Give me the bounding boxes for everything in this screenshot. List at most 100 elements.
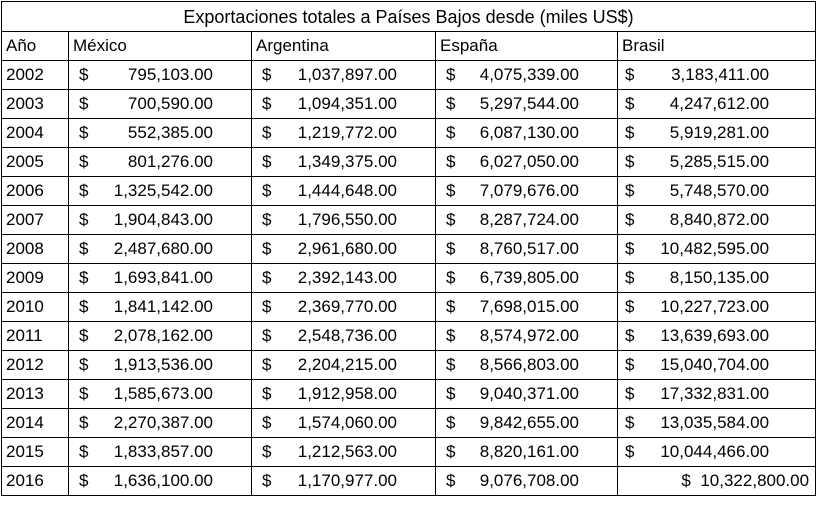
amount: 1,212,563.00 xyxy=(297,442,397,461)
currency-symbol: $ xyxy=(625,152,635,171)
currency-symbol: $ xyxy=(262,65,272,84)
amount: 700,590.00 xyxy=(127,94,213,113)
amount: 2,369,770.00 xyxy=(297,297,397,316)
espana-value-cell: $7,698,015.00 xyxy=(435,292,618,322)
table-row: 2002 $795,103.00 $1,037,897.00 $4,075,339.0… xyxy=(1,60,816,90)
espana-value-cell: $5,297,544.00 xyxy=(435,89,618,119)
currency-symbol: $ xyxy=(446,152,456,171)
espana-value-cell: $9,040,371.00 xyxy=(435,379,618,409)
amount: 1,037,897.00 xyxy=(297,65,397,84)
mexico-value-cell: $1,325,542.00 xyxy=(68,176,252,206)
amount: 6,087,130.00 xyxy=(479,123,579,142)
brasil-value-cell: $17,332,831.00 xyxy=(616,379,816,409)
argentina-value-cell: $2,204,215.00 xyxy=(251,350,436,380)
amount: 8,574,972.00 xyxy=(479,326,579,345)
year-cell: 2003 xyxy=(1,89,69,119)
brasil-value-cell: $10,227,723.00 xyxy=(616,292,816,322)
currency-symbol: $ xyxy=(625,384,635,403)
mexico-value-cell: $1,913,536.00 xyxy=(68,350,252,380)
amount: 5,919,281.00 xyxy=(669,123,770,142)
mexico-value-cell: $1,904,843.00 xyxy=(68,205,252,235)
mexico-value-cell: $801,276.00 xyxy=(68,147,252,177)
mexico-value-cell: $1,693,841.00 xyxy=(68,263,252,293)
amount: 1,574,060.00 xyxy=(297,413,397,432)
year-cell: 2005 xyxy=(1,147,69,177)
amount: 2,548,736.00 xyxy=(297,326,397,345)
year-cell: 2002 xyxy=(1,60,69,90)
currency-symbol: $ xyxy=(625,326,635,345)
table-row: 2006 $1,325,542.00 $1,444,648.00 $7,079,676… xyxy=(1,176,816,206)
amount: 10,044,466.00 xyxy=(660,442,770,461)
title-row: Exportaciones totales a Países Bajos des… xyxy=(0,1,816,32)
currency-symbol: $ xyxy=(446,210,456,229)
currency-symbol: $ xyxy=(262,413,272,432)
header-argentina: Argentina xyxy=(251,31,436,61)
amount: 13,639,693.00 xyxy=(660,326,770,345)
amount: 1,841,142.00 xyxy=(113,297,213,316)
amount: 1,636,100.00 xyxy=(113,471,213,490)
amount: 1,796,550.00 xyxy=(297,210,397,229)
currency-symbol: $ xyxy=(79,152,89,171)
amount: 2,270,387.00 xyxy=(113,413,213,432)
currency-symbol: $ xyxy=(625,65,635,84)
header-espana: España xyxy=(435,31,618,61)
header-mexico: México xyxy=(68,31,252,61)
brasil-value-cell: $5,285,515.00 xyxy=(616,147,816,177)
argentina-value-cell: $2,369,770.00 xyxy=(251,292,436,322)
amount: 1,913,536.00 xyxy=(113,355,213,374)
currency-symbol: $ xyxy=(625,297,635,316)
argentina-value-cell: $1,796,550.00 xyxy=(251,205,436,235)
currency-symbol: $ xyxy=(446,268,456,287)
mexico-value-cell: $795,103.00 xyxy=(68,60,252,90)
year-cell: 2008 xyxy=(1,234,69,264)
currency-symbol: $ xyxy=(79,355,89,374)
amount: 8,840,872.00 xyxy=(669,210,770,229)
espana-value-cell: $9,076,708.00 xyxy=(435,466,618,496)
amount: 1,094,351.00 xyxy=(297,94,397,113)
currency-symbol: $ xyxy=(625,181,635,200)
currency-symbol: $ xyxy=(79,471,89,490)
amount: 15,040,704.00 xyxy=(660,355,770,374)
currency-symbol: $ xyxy=(625,239,635,258)
amount: 6,739,805.00 xyxy=(479,268,579,287)
brasil-value-cell: $13,035,584.00 xyxy=(616,408,816,438)
table-row: 2015 $1,833,857.00 $1,212,563.00 $8,820,161… xyxy=(1,437,816,467)
espana-value-cell: $6,739,805.00 xyxy=(435,263,618,293)
amount: 9,040,371.00 xyxy=(479,384,579,403)
brasil-value-cell: $15,040,704.00 xyxy=(616,350,816,380)
brasil-value-cell: $5,748,570.00 xyxy=(616,176,816,206)
amount: 2,078,162.00 xyxy=(113,326,213,345)
mexico-value-cell: $2,487,680.00 xyxy=(68,234,252,264)
table-row: 2003 $700,590.00 $1,094,351.00 $5,297,544.0… xyxy=(1,89,816,119)
espana-value-cell: $8,760,517.00 xyxy=(435,234,618,264)
argentina-value-cell: $2,548,736.00 xyxy=(251,321,436,351)
brasil-value-cell: $5,919,281.00 xyxy=(616,118,816,148)
currency-symbol: $ xyxy=(262,152,272,171)
brasil-value-cell: $13,639,693.00 xyxy=(616,321,816,351)
currency-symbol: $ xyxy=(79,210,89,229)
currency-symbol: $ xyxy=(446,123,456,142)
currency-symbol: $ xyxy=(625,94,635,113)
currency-symbol: $ xyxy=(446,181,456,200)
year-cell: 2011 xyxy=(1,321,69,351)
argentina-value-cell: $2,392,143.00 xyxy=(251,263,436,293)
table-row: 2004 $552,385.00 $1,219,772.00 $6,087,130.0… xyxy=(1,118,816,148)
table-row: 2005 $801,276.00 $1,349,375.00 $6,027,050.0… xyxy=(1,147,816,177)
amount: 1,170,977.00 xyxy=(297,471,397,490)
mexico-value-cell: $1,585,673.00 xyxy=(68,379,252,409)
brasil-value-cell: $3,183,411.00 xyxy=(616,60,816,90)
brasil-value-cell: $10,044,466.00 xyxy=(616,437,816,467)
currency-symbol: $ xyxy=(262,442,272,461)
amount: 1,219,772.00 xyxy=(297,123,397,142)
amount: 1,833,857.00 xyxy=(113,442,213,461)
currency-symbol: $ xyxy=(79,181,89,200)
currency-symbol: $ xyxy=(625,355,635,374)
table-row: 2012 $1,913,536.00 $2,204,215.00 $8,566,803… xyxy=(1,350,816,380)
amount: 13,035,584.00 xyxy=(660,413,770,432)
amount: 4,247,612.00 xyxy=(669,94,770,113)
year-cell: 2009 xyxy=(1,263,69,293)
header-year: Año xyxy=(1,31,69,61)
year-cell: 2015 xyxy=(1,437,69,467)
amount: 552,385.00 xyxy=(127,123,213,142)
table-row: 2014 $2,270,387.00 $1,574,060.00 $9,842,655… xyxy=(1,408,816,438)
